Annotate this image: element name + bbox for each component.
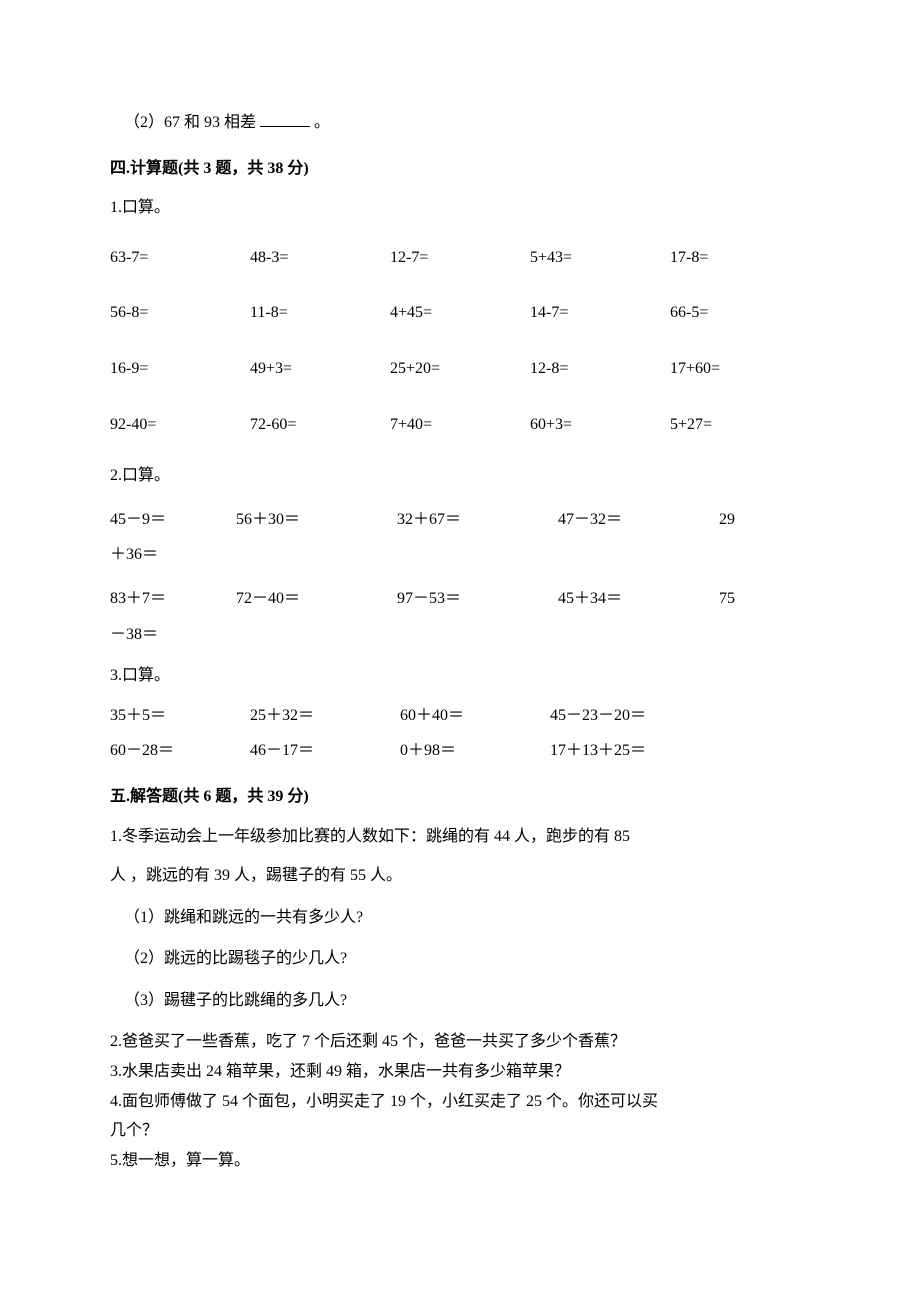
s4-q1-row1: 63-7= 48-3= 12-7= 5+43= 17-8= — [110, 235, 810, 281]
calc-cell: 11-8= — [250, 290, 390, 336]
calc-cell: 4+45= — [390, 290, 530, 336]
calc-cell: 45－23－20＝ — [550, 703, 710, 729]
s5-q4-p1: 4.面包师傅做了 54 个面包，小明买走了 19 个，小红买走了 25 个。你还… — [110, 1089, 810, 1115]
calc-cell: 83＋7＝ — [110, 582, 236, 616]
calc-cell: 60－28＝ — [110, 738, 220, 764]
calc-cell: 16-9= — [110, 346, 250, 392]
calc-cell: 17＋13＋25＝ — [550, 738, 710, 764]
s4-q1-row2: 56-8= 11-8= 4+45= 14-7= 66-5= — [110, 290, 810, 336]
calc-cell: 48-3= — [250, 235, 390, 281]
calc-cell: 75 — [719, 582, 810, 616]
s4-q3-label: 3.口算。 — [110, 663, 810, 689]
s4-q2-row1: 45－9＝ 56＋30＝ 32＋67＝ 47－32＝ 29 — [110, 503, 810, 537]
calc-cell: 56＋30＝ — [236, 503, 397, 537]
calc-cell: 12-8= — [530, 346, 670, 392]
calc-cell: 45－9＝ — [110, 503, 236, 537]
s5-q1-sub1: （1）跳绳和跳远的一共有多少人? — [110, 905, 810, 931]
s4-q2-row1-wrap: ＋36＝ — [110, 542, 810, 568]
s5-q3: 3.水果店卖出 24 箱苹果，还剩 49 箱，水果店一共有多少箱苹果？ — [110, 1059, 810, 1085]
s4-q3-row1: 35＋5＝ 25＋32＝ 60＋40＝ 45－23－20＝ — [110, 703, 810, 729]
calc-cell: 49+3= — [250, 346, 390, 392]
s5-q5: 5.想一想，算一算。 — [110, 1148, 810, 1174]
calc-cell: 32＋67＝ — [397, 503, 558, 537]
calc-cell: 46－17＝ — [250, 738, 370, 764]
calc-cell: 35＋5＝ — [110, 703, 220, 729]
calc-cell: 14-7= — [530, 290, 670, 336]
s4-q2-row2-wrap: －38＝ — [110, 622, 810, 648]
s5-q1-sub2: （2）跳远的比踢毯子的少几人? — [110, 946, 810, 972]
calc-cell: 66-5= — [670, 290, 810, 336]
q3-sub2-end: 。 — [314, 114, 330, 131]
s4-q1-row4: 92-40= 72-60= 7+40= 60+3= 5+27= — [110, 402, 810, 448]
s5-q1-p1: 1.冬季运动会上一年级参加比赛的人数如下：跳绳的有 44 人，跑步的有 85 — [110, 824, 810, 850]
s5-q4-p2: 几个？ — [110, 1118, 810, 1144]
calc-cell: 17-8= — [670, 235, 810, 281]
calc-cell: 29 — [719, 503, 810, 537]
s5-q2: 2.爸爸买了一些香蕉，吃了 7 个后还剩 45 个，爸爸一共买了多少个香蕉？ — [110, 1029, 810, 1055]
section-5-heading: 五.解答题(共 6 题，共 39 分) — [110, 784, 810, 810]
calc-cell: 97－53＝ — [397, 582, 558, 616]
calc-cell: 47－32＝ — [558, 503, 719, 537]
q3-sub2: （2）67 和 93 相差 。 — [110, 110, 810, 136]
calc-cell: 60+3= — [530, 402, 670, 448]
calc-cell: 0＋98＝ — [400, 738, 520, 764]
calc-cell: 63-7= — [110, 235, 250, 281]
calc-cell: 17+60= — [670, 346, 810, 392]
calc-cell: 12-7= — [390, 235, 530, 281]
calc-cell: 60＋40＝ — [400, 703, 520, 729]
section-4-heading: 四.计算题(共 3 题，共 38 分) — [110, 156, 810, 182]
s4-q2-row2: 83＋7＝ 72－40＝ 97－53＝ 45＋34＝ 75 — [110, 582, 810, 616]
calc-cell: 92-40= — [110, 402, 250, 448]
s4-q3-row2: 60－28＝ 46－17＝ 0＋98＝ 17＋13＋25＝ — [110, 738, 810, 764]
s4-q1-label: 1.口算。 — [110, 195, 810, 221]
calc-cell: 72－40＝ — [236, 582, 397, 616]
calc-cell: 72-60= — [250, 402, 390, 448]
calc-cell: 5+27= — [670, 402, 810, 448]
s5-q1-p2: 人 ，跳远的有 39 人，踢毽子的有 55 人。 — [110, 863, 810, 889]
calc-cell: 7+40= — [390, 402, 530, 448]
calc-cell: 45＋34＝ — [558, 582, 719, 616]
s5-q1-sub3: （3）踢毽子的比跳绳的多几人? — [110, 988, 810, 1014]
blank-input-1[interactable] — [260, 111, 310, 127]
calc-cell: 25＋32＝ — [250, 703, 370, 729]
s4-q1-row3: 16-9= 49+3= 25+20= 12-8= 17+60= — [110, 346, 810, 392]
s4-q2-label: 2.口算。 — [110, 463, 810, 489]
calc-cell: 56-8= — [110, 290, 250, 336]
calc-cell: 5+43= — [530, 235, 670, 281]
q3-sub2-text: （2）67 和 93 相差 — [124, 114, 256, 131]
calc-cell: 25+20= — [390, 346, 530, 392]
